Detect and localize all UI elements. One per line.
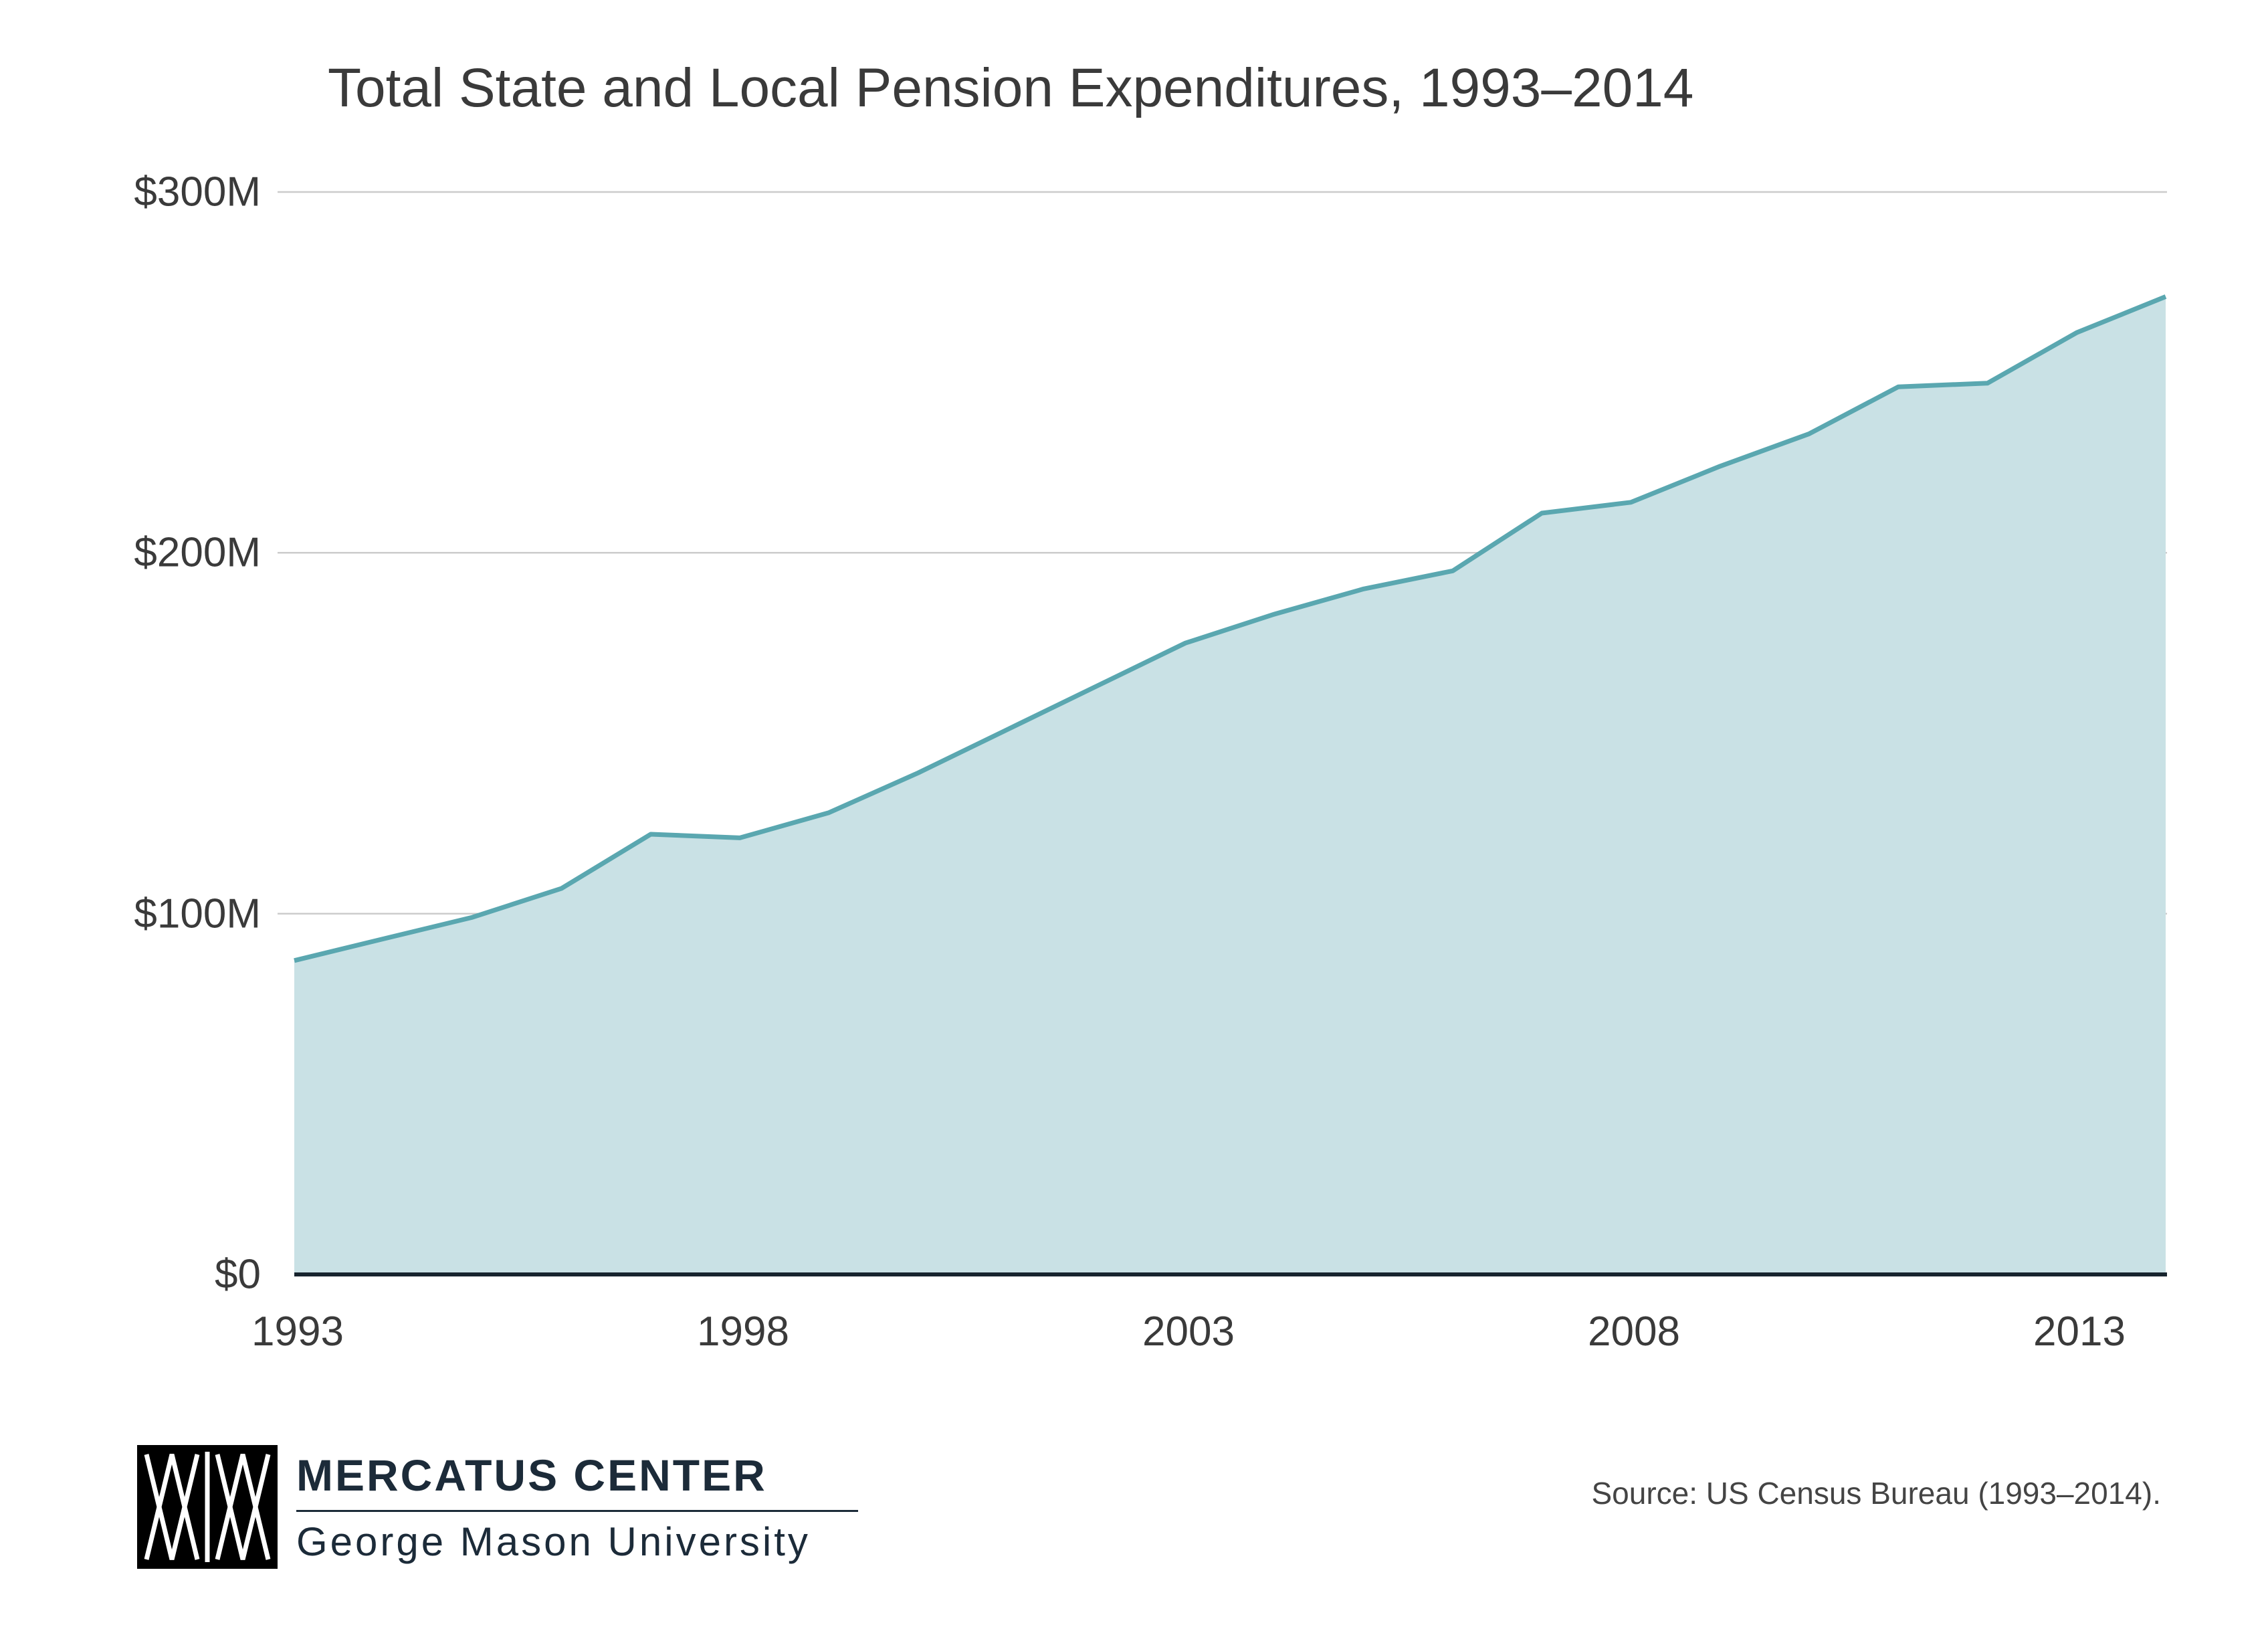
y-axis-tick-label: $0: [215, 1251, 261, 1298]
chart-title: Total State and Local Pension Expenditur…: [328, 58, 1694, 118]
mercatus-logo-block: MERCATUS CENTER George Mason University: [137, 1445, 858, 1569]
area-fill: [294, 296, 2166, 1274]
x-axis-tick-label: 1993: [251, 1309, 344, 1355]
x-axis-tick-label: 1998: [697, 1309, 789, 1355]
y-axis-tick-label: $200M: [134, 529, 261, 576]
logo-subtitle: George Mason University: [296, 1519, 811, 1564]
source-text: Source: US Census Bureau (1993–2014).: [1591, 1476, 2161, 1511]
x-axis-tick-label: 2003: [1142, 1309, 1235, 1355]
x-axis-tick-label: 2013: [2033, 1309, 2126, 1355]
y-axis-tick-label: $300M: [134, 169, 261, 215]
trend-line: [294, 294, 2167, 963]
logo-divider: [296, 1509, 858, 1512]
mercatus-logo-icon: [137, 1445, 278, 1569]
y-axis-tick-label: $100M: [134, 890, 261, 937]
logo-title: MERCATUS CENTER: [296, 1450, 767, 1500]
x-axis-tick-label: 2008: [1588, 1309, 1680, 1355]
